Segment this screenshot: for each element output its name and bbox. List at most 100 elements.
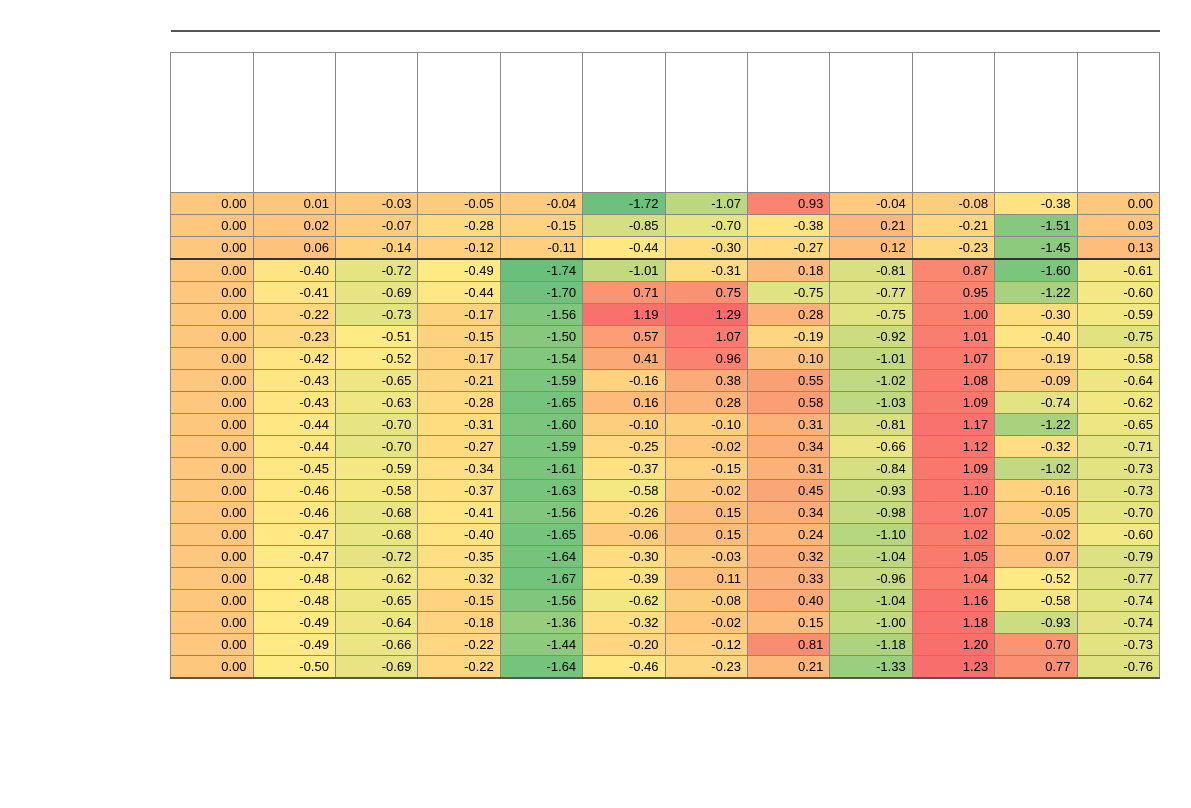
data-cell: -0.62 bbox=[1077, 391, 1160, 413]
data-cell: -0.32 bbox=[995, 435, 1077, 457]
data-cell: -0.74 bbox=[995, 391, 1077, 413]
data-cell: -0.25 bbox=[583, 435, 665, 457]
column-header bbox=[418, 52, 500, 192]
data-cell: 0.32 bbox=[747, 545, 829, 567]
column-header bbox=[665, 52, 747, 192]
data-cell: -0.34 bbox=[418, 457, 500, 479]
data-cell: -0.70 bbox=[335, 413, 417, 435]
data-cell: -1.74 bbox=[500, 259, 582, 282]
data-cell: 0.00 bbox=[171, 633, 253, 655]
data-cell: -0.70 bbox=[665, 214, 747, 236]
data-cell: 0.70 bbox=[995, 633, 1077, 655]
data-cell: -0.44 bbox=[418, 281, 500, 303]
data-cell: -0.07 bbox=[335, 214, 417, 236]
data-cell: 1.09 bbox=[912, 391, 994, 413]
data-cell: -0.74 bbox=[1077, 611, 1160, 633]
column-header-row bbox=[30, 52, 1160, 192]
data-cell: -1.72 bbox=[583, 192, 665, 214]
data-cell: -0.64 bbox=[335, 611, 417, 633]
data-cell: -0.41 bbox=[418, 501, 500, 523]
data-cell: -0.37 bbox=[418, 479, 500, 501]
data-cell: -1.18 bbox=[830, 633, 912, 655]
row-label bbox=[30, 435, 171, 457]
data-cell: 0.28 bbox=[665, 391, 747, 413]
data-cell: -0.40 bbox=[995, 325, 1077, 347]
row-label bbox=[30, 413, 171, 435]
data-cell: -0.58 bbox=[335, 479, 417, 501]
data-cell: -0.22 bbox=[418, 633, 500, 655]
column-header bbox=[583, 52, 665, 192]
data-cell: -1.65 bbox=[500, 523, 582, 545]
data-cell: 0.00 bbox=[171, 479, 253, 501]
data-cell: -0.59 bbox=[335, 457, 417, 479]
row-label bbox=[30, 192, 171, 214]
data-cell: -0.02 bbox=[665, 435, 747, 457]
data-cell: -0.15 bbox=[500, 214, 582, 236]
data-cell: -0.74 bbox=[1077, 589, 1160, 611]
data-cell: -0.04 bbox=[500, 192, 582, 214]
data-cell: -0.92 bbox=[830, 325, 912, 347]
data-cell: -0.47 bbox=[253, 523, 335, 545]
data-cell: -0.37 bbox=[583, 457, 665, 479]
data-cell: -0.18 bbox=[418, 611, 500, 633]
row-label bbox=[30, 214, 171, 236]
data-cell: -0.27 bbox=[418, 435, 500, 457]
data-cell: 0.00 bbox=[1077, 192, 1160, 214]
row-label bbox=[30, 655, 171, 678]
data-cell: -0.31 bbox=[418, 413, 500, 435]
data-cell: -0.23 bbox=[912, 236, 994, 259]
data-cell: 0.34 bbox=[747, 435, 829, 457]
data-cell: 0.00 bbox=[171, 369, 253, 391]
row-label bbox=[30, 369, 171, 391]
data-cell: -1.44 bbox=[500, 633, 582, 655]
data-cell: -0.69 bbox=[335, 655, 417, 678]
data-cell: 1.18 bbox=[912, 611, 994, 633]
data-cell: 0.55 bbox=[747, 369, 829, 391]
data-cell: -0.28 bbox=[418, 391, 500, 413]
data-cell: -0.44 bbox=[583, 236, 665, 259]
data-cell: 0.00 bbox=[171, 655, 253, 678]
data-cell: -0.11 bbox=[500, 236, 582, 259]
data-cell: -0.05 bbox=[418, 192, 500, 214]
data-cell: 0.00 bbox=[171, 325, 253, 347]
data-cell: -0.03 bbox=[665, 545, 747, 567]
data-cell: -0.06 bbox=[583, 523, 665, 545]
data-cell: 0.40 bbox=[747, 589, 829, 611]
table-row: 0.00-0.23-0.51-0.15-1.500.571.07-0.19-0.… bbox=[30, 325, 1160, 347]
data-cell: 1.29 bbox=[665, 303, 747, 325]
row-label bbox=[30, 545, 171, 567]
data-cell: -0.77 bbox=[830, 281, 912, 303]
data-cell: -0.84 bbox=[830, 457, 912, 479]
data-cell: -0.85 bbox=[583, 214, 665, 236]
table-row: 0.00-0.40-0.72-0.49-1.74-1.01-0.310.18-0… bbox=[30, 259, 1160, 282]
table-row: 0.000.06-0.14-0.12-0.11-0.44-0.30-0.270.… bbox=[30, 236, 1160, 259]
row-label bbox=[30, 567, 171, 589]
data-cell: -0.64 bbox=[1077, 369, 1160, 391]
data-cell: -0.12 bbox=[418, 236, 500, 259]
data-cell: 0.00 bbox=[171, 523, 253, 545]
data-cell: 0.00 bbox=[171, 236, 253, 259]
heatmap-table: 0.000.01-0.03-0.05-0.04-1.72-1.070.93-0.… bbox=[30, 30, 1160, 679]
data-cell: 1.07 bbox=[912, 501, 994, 523]
data-cell: -0.75 bbox=[830, 303, 912, 325]
data-cell: -0.19 bbox=[747, 325, 829, 347]
data-cell: -0.96 bbox=[830, 567, 912, 589]
data-cell: -1.70 bbox=[500, 281, 582, 303]
data-cell: 0.95 bbox=[912, 281, 994, 303]
data-cell: 0.57 bbox=[583, 325, 665, 347]
data-cell: -0.10 bbox=[665, 413, 747, 435]
column-header bbox=[1077, 52, 1160, 192]
table-row: 0.00-0.50-0.69-0.22-1.64-0.46-0.230.21-1… bbox=[30, 655, 1160, 678]
row-label bbox=[30, 281, 171, 303]
data-cell: -0.23 bbox=[665, 655, 747, 678]
table-body: 0.000.01-0.03-0.05-0.04-1.72-1.070.93-0.… bbox=[30, 192, 1160, 678]
data-cell: -1.54 bbox=[500, 347, 582, 369]
data-cell: -1.67 bbox=[500, 567, 582, 589]
data-cell: -1.22 bbox=[995, 281, 1077, 303]
data-cell: -0.60 bbox=[1077, 523, 1160, 545]
column-header bbox=[171, 52, 253, 192]
data-cell: -0.58 bbox=[583, 479, 665, 501]
data-cell: 0.77 bbox=[995, 655, 1077, 678]
data-cell: -1.63 bbox=[500, 479, 582, 501]
data-cell: 0.31 bbox=[747, 457, 829, 479]
